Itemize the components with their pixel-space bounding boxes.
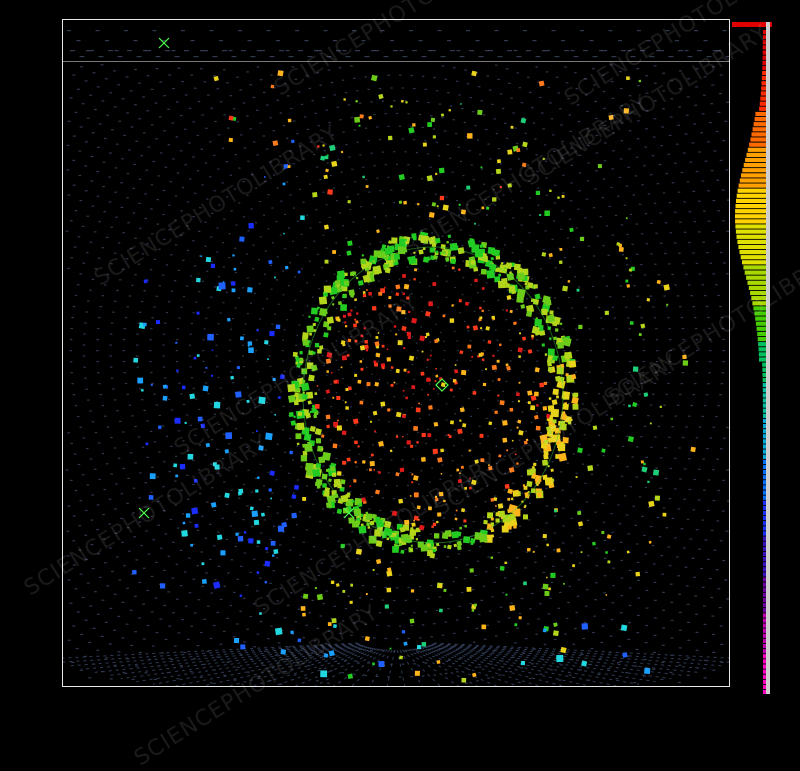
cross-marker-left (138, 507, 150, 519)
cherenkov-ring (302, 246, 564, 544)
vertex-markers (138, 37, 449, 519)
color-scale-bar (732, 22, 772, 694)
scale-histogram (735, 30, 766, 694)
diamond-marker-center (435, 378, 449, 392)
cross-marker-lower (343, 507, 355, 519)
display-frame (62, 19, 730, 687)
photomultiplier-hits (132, 70, 696, 683)
scale-axis (732, 22, 772, 694)
cross-marker-top (158, 37, 170, 49)
cherenkov-ring-event-display (63, 30, 729, 686)
